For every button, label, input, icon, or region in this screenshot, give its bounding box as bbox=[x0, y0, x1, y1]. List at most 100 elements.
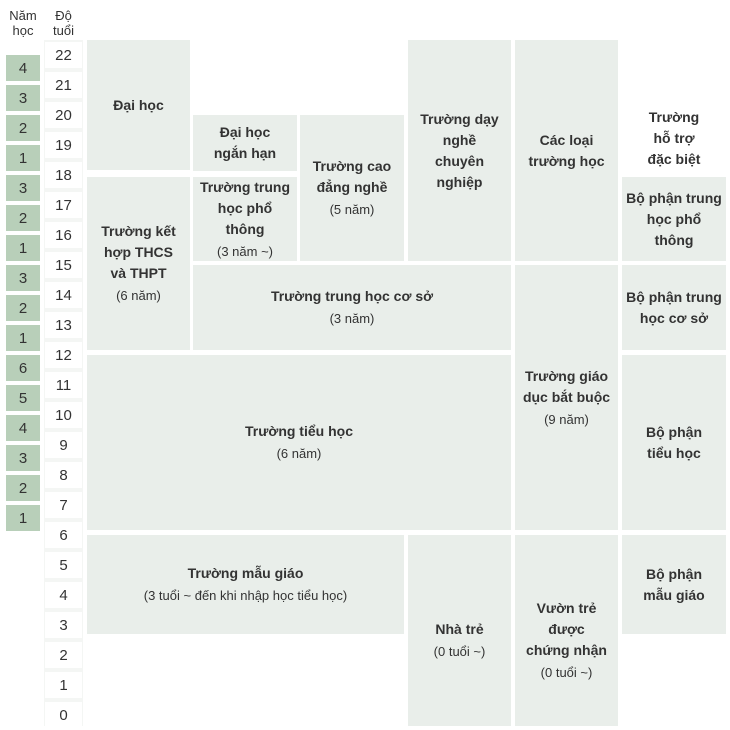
box-title-line: và THPT bbox=[110, 265, 167, 281]
box-duration: (3 năm ~) bbox=[217, 243, 273, 259]
age-label: 15 bbox=[45, 252, 82, 278]
box-title-line: Trường giáo bbox=[524, 367, 609, 384]
box-title-line: dục bắt buộc bbox=[522, 388, 611, 405]
box-compulsory-education-school: Trường giáo dục bắt buộc (9 năm) bbox=[515, 265, 618, 530]
age-label: 5 bbox=[45, 552, 82, 578]
box-title-line: Trường bbox=[648, 108, 700, 125]
box-title-line: Các loại bbox=[539, 131, 594, 148]
box-duration: (0 tuổi ~) bbox=[540, 665, 593, 680]
grade-header-line-1: Năm bbox=[9, 8, 37, 23]
box-title-line: học phổ thông bbox=[217, 199, 273, 237]
box-certified-childcare-center: Vườn trẻ được chứng nhận (0 tuổi ~) bbox=[515, 535, 618, 726]
age-label: 1 bbox=[45, 672, 82, 698]
box-title: Trường giáo dục bắt buộc bbox=[523, 366, 610, 408]
age-label: 19 bbox=[45, 132, 82, 158]
age-label: 2 bbox=[45, 642, 82, 668]
box-title-line: chuyên bbox=[434, 152, 484, 169]
age-column-header: Độ tuổi bbox=[44, 8, 83, 38]
age-label: 12 bbox=[45, 342, 82, 368]
box-title-line: Bộ phận bbox=[646, 565, 702, 582]
box-title-line: Trường dạy bbox=[420, 110, 499, 127]
box-title-line: Đại học bbox=[113, 96, 164, 113]
box-title: Trường trung học cơ sở bbox=[271, 286, 433, 307]
grade-label: 1 bbox=[6, 235, 40, 261]
age-label: 17 bbox=[45, 192, 82, 218]
box-title: Vườn trẻ được chứng nhận bbox=[526, 598, 607, 661]
age-label: 9 bbox=[45, 432, 82, 458]
grade-label: 1 bbox=[6, 145, 40, 171]
age-label: 4 bbox=[45, 582, 82, 608]
box-title: Trường kết hợp THCS và THPT bbox=[101, 221, 176, 284]
box-secondary-school: Trường kết hợp THCS và THPT (6 năm) bbox=[87, 177, 190, 350]
box-title-line: Trường tiểu học bbox=[245, 423, 353, 439]
grade-label: 3 bbox=[6, 85, 40, 111]
box-title-line: học phổ thông bbox=[646, 210, 702, 248]
box-duration: (9 năm) bbox=[544, 411, 589, 427]
box-title-line: đẳng nghề bbox=[316, 179, 388, 195]
box-title: Bộ phận tiểu học bbox=[646, 422, 702, 464]
box-elementary-school: Trường tiểu học (6 năm) bbox=[87, 355, 511, 530]
box-title: Trường trung học phổ thông bbox=[197, 177, 293, 240]
grade-label: 2 bbox=[6, 205, 40, 231]
age-label: 3 bbox=[45, 612, 82, 638]
box-title-line: tiểu học bbox=[647, 444, 701, 461]
age-label: 21 bbox=[45, 72, 82, 98]
age-label: 22 bbox=[45, 42, 82, 68]
box-title-line: ngắn hạn bbox=[213, 145, 277, 161]
box-title-line: Đại học bbox=[219, 124, 271, 140]
box-university: Đại học bbox=[87, 40, 190, 170]
box-title-line: đặc biệt bbox=[647, 150, 701, 167]
box-special-elementary: Bộ phận tiểu học bbox=[622, 355, 726, 530]
box-lower-secondary-school: Trường trung học cơ sở (3 năm) bbox=[193, 265, 511, 350]
grade-label: 4 bbox=[6, 55, 40, 81]
box-title-line: nghề bbox=[442, 131, 477, 148]
box-title-line: học cơ sở bbox=[639, 309, 709, 326]
box-title-line: Bộ phận bbox=[646, 423, 702, 440]
box-duration: (6 năm) bbox=[276, 446, 322, 461]
box-title-line: Vườn trẻ bbox=[536, 600, 597, 616]
box-title: Đại học ngắn hạn bbox=[214, 122, 276, 164]
box-title-line: chứng nhận bbox=[526, 642, 607, 658]
box-title-line: Bộ phận trung bbox=[626, 288, 722, 305]
grade-label: 1 bbox=[6, 325, 40, 351]
grade-label: 3 bbox=[6, 265, 40, 291]
age-label: 8 bbox=[45, 462, 82, 488]
box-title-line: mẫu giáo bbox=[643, 586, 705, 603]
box-duration: (6 năm) bbox=[116, 288, 161, 303]
grade-header-line-2: học bbox=[12, 23, 34, 38]
box-title-line: Nhà trẻ bbox=[435, 621, 484, 637]
age-label: 11 bbox=[45, 372, 82, 398]
box-title-line: Trường trung học cơ sở bbox=[270, 288, 434, 304]
grade-label: 2 bbox=[6, 295, 40, 321]
age-header-line-2: tuổi bbox=[53, 23, 74, 38]
box-duration: (3 tuổi ~ đến khi nhập học tiểu học) bbox=[143, 588, 348, 603]
box-title-line: Trường trung bbox=[199, 178, 291, 195]
grade-label: 2 bbox=[6, 475, 40, 501]
grade-label: 4 bbox=[6, 415, 40, 441]
box-duration: (0 tuổi ~) bbox=[433, 644, 486, 659]
grade-label: 3 bbox=[6, 445, 40, 471]
box-title: Trường cao đẳng nghề bbox=[313, 156, 391, 198]
age-label: 6 bbox=[45, 522, 82, 548]
box-kindergarten: Trường mẫu giáo (3 tuổi ~ đến khi nhập họ… bbox=[87, 535, 404, 634]
age-label: 20 bbox=[45, 102, 82, 128]
age-header-line-1: Độ bbox=[55, 8, 72, 23]
grade-label: 5 bbox=[6, 385, 40, 411]
box-title: Bộ phận mẫu giáo bbox=[643, 564, 704, 606]
grade-label: 2 bbox=[6, 115, 40, 141]
box-title: Đại học bbox=[113, 95, 164, 116]
age-label: 16 bbox=[45, 222, 82, 248]
box-title: Trường hỗ trợ đặc biệt bbox=[648, 107, 701, 170]
age-label: 14 bbox=[45, 282, 82, 308]
grade-label: 3 bbox=[6, 175, 40, 201]
age-label: 7 bbox=[45, 492, 82, 518]
age-label: 18 bbox=[45, 162, 82, 188]
box-miscellaneous-schools: Các loại trường học bbox=[515, 40, 618, 261]
box-special-lower-secondary: Bộ phận trung học cơ sở bbox=[622, 265, 726, 350]
age-label: 0 bbox=[45, 702, 82, 728]
box-title-line: Trường kết bbox=[101, 223, 176, 239]
box-title-line: Trường mẫu giáo bbox=[187, 565, 304, 581]
box-title-line: trường học bbox=[528, 152, 605, 169]
box-title-line: hỗ trợ bbox=[653, 129, 695, 146]
box-title: Các loại trường học bbox=[528, 130, 604, 172]
